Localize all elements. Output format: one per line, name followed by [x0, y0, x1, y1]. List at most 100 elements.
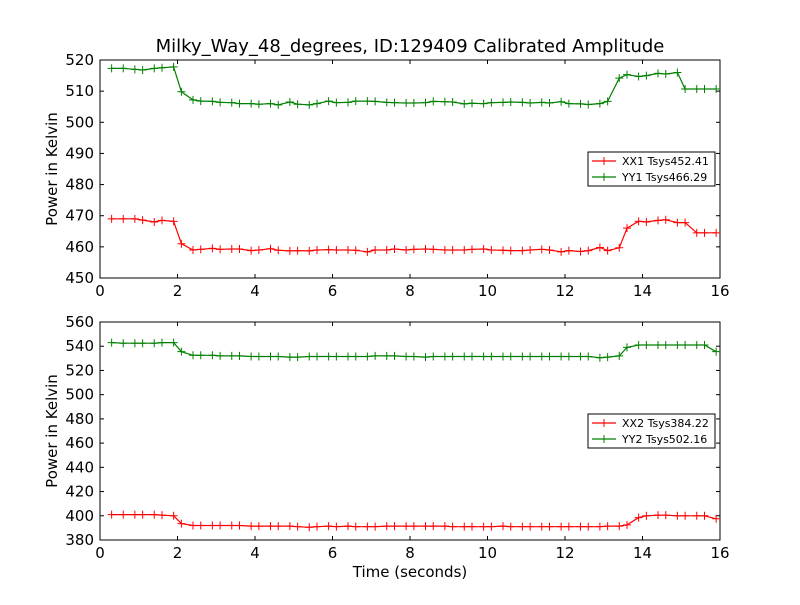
data-point: [247, 352, 256, 361]
data-point: [661, 341, 670, 350]
data-point: [654, 216, 662, 225]
data-point: [460, 245, 469, 254]
data-point: [363, 352, 372, 361]
data-point: [177, 239, 186, 248]
data-point: [557, 352, 566, 361]
x-tick-label: 2: [173, 282, 183, 300]
data-point: [564, 246, 573, 255]
data-point: [402, 98, 411, 107]
data-point: [537, 245, 546, 254]
legend-entry-label: YY2 Tsys502.16: [621, 433, 707, 446]
data-point: [324, 245, 333, 254]
data-point: [526, 352, 535, 361]
data-point: [499, 98, 507, 107]
data-point: [518, 352, 527, 361]
data-point: [654, 511, 662, 520]
data-point: [371, 522, 380, 531]
data-point: [324, 97, 333, 106]
data-point: [634, 217, 643, 226]
data-point: [537, 98, 546, 107]
data-point: [700, 228, 709, 237]
data-point: [526, 522, 535, 531]
data-point: [584, 352, 593, 361]
data-point: [681, 511, 690, 520]
data-point: [634, 513, 643, 522]
data-point: [468, 245, 476, 254]
y-tick-label: 440: [65, 458, 94, 476]
data-point: [692, 84, 701, 93]
data-point: [324, 352, 333, 361]
data-point: [576, 247, 585, 256]
x-tick-label: 16: [710, 544, 729, 562]
data-point: [712, 514, 720, 523]
data-point: [518, 98, 527, 107]
data-point: [293, 353, 302, 362]
data-point: [235, 245, 244, 254]
data-point: [545, 245, 554, 254]
data-point: [440, 97, 449, 106]
y-tick-label: 460: [65, 434, 94, 452]
data-point: [642, 217, 651, 226]
data-point: [584, 522, 593, 531]
data-point: [332, 522, 341, 531]
data-point: [247, 99, 256, 108]
data-point: [440, 522, 449, 531]
data-point: [130, 510, 139, 519]
data-point: [293, 246, 302, 255]
data-point: [344, 522, 352, 531]
data-point: [196, 245, 205, 254]
data-point: [382, 245, 391, 254]
data-point: [119, 510, 128, 519]
data-point: [169, 511, 178, 520]
series-group: [107, 338, 720, 532]
data-point: [409, 352, 418, 361]
data-point: [363, 97, 372, 106]
data-point: [460, 99, 469, 108]
data-point: [351, 352, 360, 361]
data-point: [189, 351, 197, 360]
data-point: [421, 98, 430, 107]
data-point: [107, 214, 116, 223]
x-tick-label: 12: [555, 544, 574, 562]
data-point: [285, 522, 294, 531]
data-point: [564, 99, 573, 108]
data-point: [673, 68, 682, 77]
data-point: [487, 245, 496, 254]
legend-swatch-marker: [600, 173, 608, 181]
data-point: [468, 522, 476, 531]
data-point: [712, 347, 720, 356]
data-point: [421, 245, 430, 254]
data-point: [595, 243, 604, 252]
data-point: [344, 98, 352, 107]
data-point: [285, 246, 294, 255]
data-point: [235, 351, 244, 360]
data-point: [661, 511, 670, 520]
y-tick-label: 420: [65, 483, 94, 501]
y-tick-label: 480: [65, 176, 94, 194]
data-point: [429, 352, 438, 361]
legend: XX1 Tsys452.41 YY1 Tsys466.29: [587, 151, 716, 187]
data-point: [402, 245, 411, 254]
x-axis-label: Time (seconds): [352, 563, 468, 581]
x-tick-label: 14: [633, 544, 652, 562]
data-point: [700, 341, 709, 350]
data-point: [208, 351, 217, 360]
data-point: [681, 218, 690, 227]
data-point: [692, 228, 701, 237]
y-tick-label: 460: [65, 238, 94, 256]
data-point: [506, 98, 515, 107]
data-point: [681, 341, 690, 350]
data-point: [654, 341, 662, 350]
x-tick-label: 8: [405, 282, 415, 300]
x-tick-label: 12: [555, 282, 574, 300]
data-point: [293, 522, 302, 531]
data-point: [429, 97, 438, 106]
data-point: [196, 351, 205, 360]
data-point: [158, 338, 166, 347]
data-point: [712, 84, 720, 93]
data-point: [564, 352, 573, 361]
legend-box: [587, 413, 716, 449]
x-tick-label: 2: [173, 544, 183, 562]
data-point: [440, 245, 449, 254]
data-point: [274, 522, 283, 531]
